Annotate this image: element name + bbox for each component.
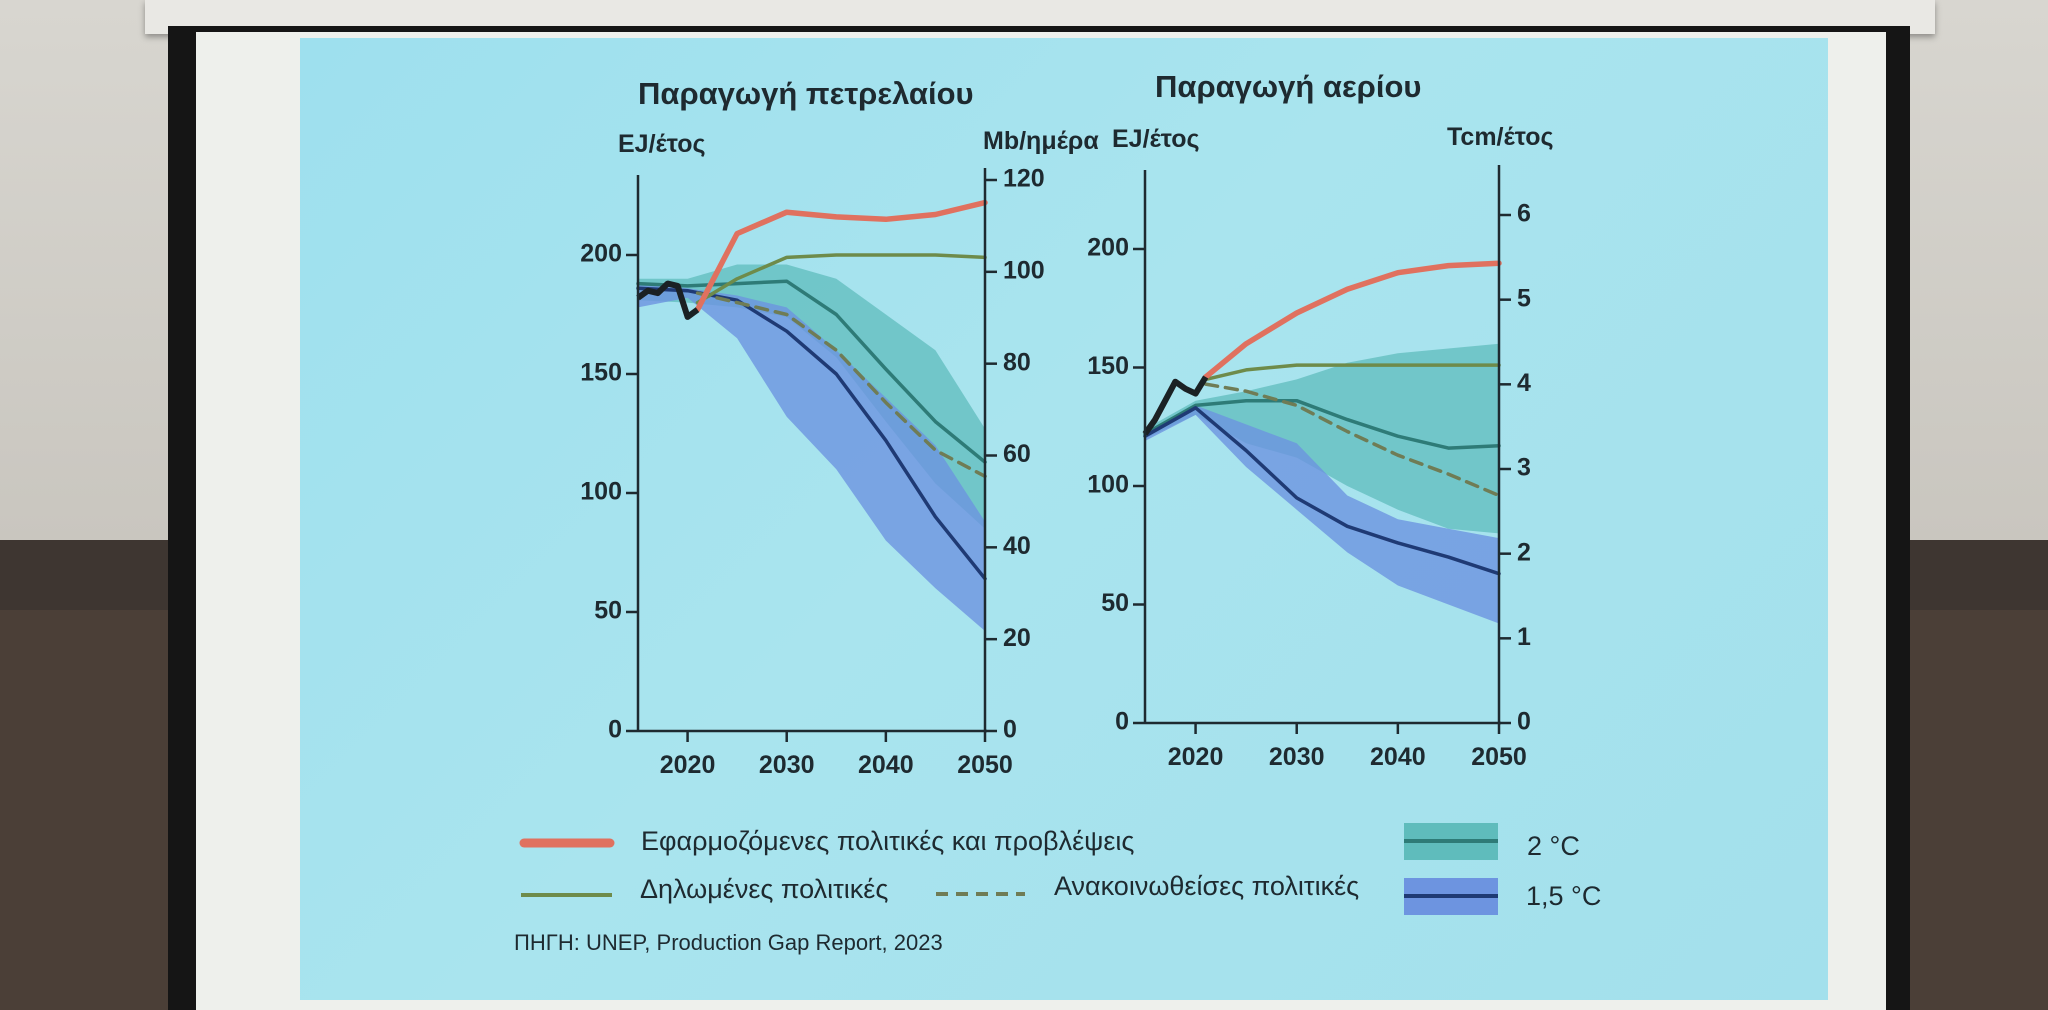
oil-band-one-point-five bbox=[638, 283, 985, 631]
oil-left-tick-label: 0 bbox=[608, 716, 622, 744]
oil-line-current-policies bbox=[694, 199, 988, 313]
gas-x-tick-label: 2030 bbox=[1269, 743, 1325, 771]
oil-right-tick-label: 0 bbox=[1003, 716, 1017, 744]
oil-x-tick-label: 2040 bbox=[858, 751, 914, 779]
gas-band-two-degrees bbox=[1145, 343, 1499, 534]
legend-label-announced-policies: Ανακοινωθείσες πολιτικές bbox=[1054, 871, 1359, 901]
oil-right-tick-label: 100 bbox=[1003, 256, 1045, 284]
oil-right-tick-label: 20 bbox=[1003, 624, 1031, 652]
gas-band-one-point-five bbox=[1145, 405, 1499, 624]
oil-line-stated-policies bbox=[695, 253, 987, 305]
oil-right-tick-label: 40 bbox=[1003, 532, 1031, 560]
gas-right-tick-label: 4 bbox=[1517, 369, 1531, 397]
gas-right-tick-label: 6 bbox=[1517, 200, 1531, 228]
gas-right-tick-label: 0 bbox=[1517, 708, 1531, 736]
oil-left-unit: EJ/έτος bbox=[618, 130, 706, 158]
gas-left-tick-label: 0 bbox=[1115, 708, 1129, 736]
gas-line-historical bbox=[1142, 375, 1209, 436]
oil-chart-title: Παραγωγή πετρελαίου bbox=[638, 76, 974, 111]
oil-left-tick-label: 200 bbox=[580, 240, 622, 268]
oil-band-two-degrees bbox=[638, 264, 985, 529]
gas-right-tick-label: 2 bbox=[1517, 538, 1531, 566]
gas-line-current-policies bbox=[1202, 260, 1502, 380]
oil-line-historical bbox=[636, 280, 700, 320]
gas-line-one-point-five bbox=[1143, 406, 1501, 576]
oil-x-tick-label: 2030 bbox=[759, 751, 815, 779]
gas-right-unit: Tcm/έτος bbox=[1447, 123, 1554, 151]
gas-plot-area: 0 50 100 150 200 0 1 2 3 4 5 6 2020 2030 2040 2050 bbox=[1087, 165, 1531, 771]
legend-label-current-policies: Εφαρμοζόμενες πολιτικές και προβλέψεις bbox=[641, 826, 1134, 856]
oil-right-tick-label: 80 bbox=[1003, 348, 1031, 376]
oil-x-tick-label: 2020 bbox=[660, 751, 716, 779]
legend-label-two-degrees: 2 °C bbox=[1527, 831, 1580, 861]
oil-left-tick-label: 50 bbox=[594, 597, 622, 625]
oil-line-one-point-five bbox=[636, 286, 987, 581]
gas-right-tick-label: 3 bbox=[1517, 454, 1531, 482]
gas-x-tick-label: 2020 bbox=[1168, 743, 1224, 771]
oil-x-tick-label: 2050 bbox=[957, 751, 1013, 779]
legend-label-one-point-five: 1,5 °C bbox=[1526, 881, 1601, 911]
gas-right-tick-label: 1 bbox=[1517, 623, 1531, 651]
gas-x-tick-label: 2040 bbox=[1370, 743, 1426, 771]
oil-line-two-degrees bbox=[636, 279, 987, 464]
oil-right-unit: Mb/ημέρα bbox=[983, 127, 1099, 155]
gas-line-announced-policies bbox=[1203, 382, 1501, 498]
gas-left-tick-label: 50 bbox=[1101, 589, 1129, 617]
source-note: ΠΗΓΗ: UNEP, Production Gap Report, 2023 bbox=[514, 930, 943, 955]
gas-x-tick-label: 2050 bbox=[1471, 743, 1527, 771]
legend-label-stated-policies: Δηλωμένες πολιτικές bbox=[640, 874, 888, 904]
gas-right-tick-label: 5 bbox=[1517, 284, 1531, 312]
oil-left-tick-label: 100 bbox=[580, 478, 622, 506]
gas-chart-title: Παραγωγή αερίου bbox=[1155, 69, 1421, 104]
gas-left-tick-label: 150 bbox=[1087, 352, 1129, 380]
oil-right-tick-label: 120 bbox=[1003, 165, 1045, 193]
gas-left-tick-label: 100 bbox=[1087, 471, 1129, 499]
gas-line-stated-policies bbox=[1203, 363, 1501, 382]
oil-left-tick-label: 150 bbox=[580, 359, 622, 387]
gas-left-tick-label: 200 bbox=[1087, 234, 1129, 262]
oil-right-tick-label: 60 bbox=[1003, 440, 1031, 468]
gas-line-two-degrees bbox=[1143, 398, 1501, 450]
oil-line-announced-policies bbox=[695, 291, 987, 479]
legend: Εφαρμοζόμενες πολιτικές και προβλέψεις Δ… bbox=[519, 823, 1601, 915]
gas-left-unit: EJ/έτος bbox=[1112, 125, 1200, 153]
